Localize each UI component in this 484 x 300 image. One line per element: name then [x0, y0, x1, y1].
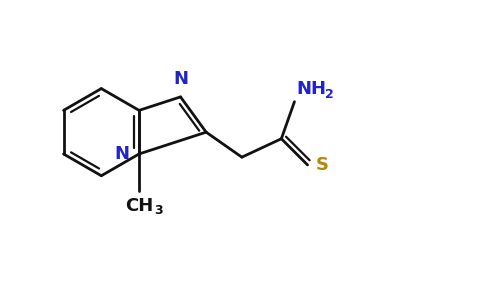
Text: 3: 3 — [154, 204, 163, 217]
Text: NH: NH — [296, 80, 326, 98]
Text: N: N — [114, 145, 129, 163]
Text: S: S — [316, 156, 329, 174]
Text: CH: CH — [125, 197, 153, 215]
Text: N: N — [173, 70, 188, 88]
Text: 2: 2 — [325, 88, 333, 101]
